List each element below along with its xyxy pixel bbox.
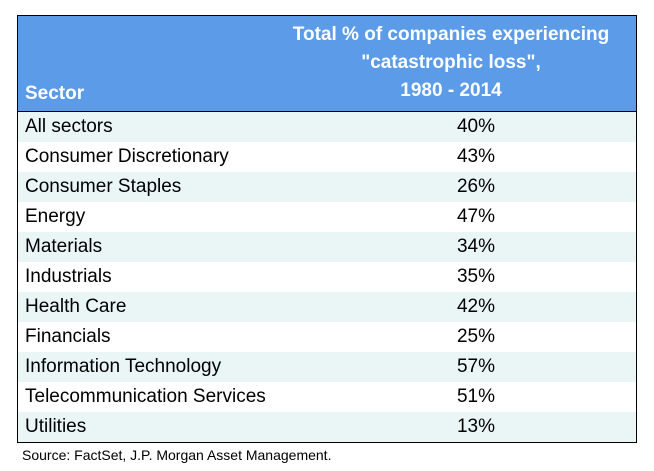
- value-cell: 51%: [456, 386, 496, 407]
- value-cell: 57%: [456, 356, 496, 377]
- value-cell: 34%: [456, 236, 496, 257]
- table-header: Sector Total % of companies experiencing…: [18, 16, 636, 112]
- table-row: Materials 34%: [18, 232, 636, 262]
- table-row: Energy 47%: [18, 202, 636, 232]
- value-cell: 35%: [456, 266, 496, 287]
- sector-cell: Utilities: [25, 416, 87, 437]
- value-cell: 26%: [456, 176, 496, 197]
- value-header-line3: 1980 - 2014: [400, 80, 502, 101]
- sector-cell: Health Care: [25, 296, 127, 317]
- value-column-header: Total % of companies experiencing "catas…: [266, 16, 636, 111]
- sector-cell: Telecommunication Services: [25, 386, 266, 407]
- table-row: Financials 25%: [18, 322, 636, 352]
- table-row: Industrials 35%: [18, 262, 636, 292]
- sector-cell: Consumer Discretionary: [25, 146, 229, 167]
- sector-cell: Industrials: [25, 266, 112, 287]
- value-cell: 13%: [456, 416, 496, 437]
- table-row: Information Technology 57%: [18, 352, 636, 382]
- value-cell: 42%: [456, 296, 496, 317]
- value-cell: 40%: [456, 116, 496, 137]
- sector-column-header: Sector: [18, 16, 266, 111]
- sector-cell: Consumer Staples: [25, 176, 182, 197]
- table-row: All sectors 40%: [18, 112, 636, 142]
- sector-header-label: Sector: [25, 83, 85, 104]
- table-row: Utilities 13%: [18, 412, 636, 442]
- value-cell: 47%: [456, 206, 496, 227]
- value-cell: 25%: [456, 326, 496, 347]
- value-header-line2: "catastrophic loss",: [361, 52, 541, 73]
- sector-cell: Energy: [25, 206, 86, 227]
- value-header-line1: Total % of companies experiencing: [292, 24, 610, 45]
- source-note: Source: FactSet, J.P. Morgan Asset Manag…: [22, 447, 332, 463]
- sector-cell: Financials: [25, 326, 111, 347]
- table-row: Health Care 42%: [18, 292, 636, 322]
- sector-cell: Materials: [25, 236, 103, 257]
- sector-cell: Information Technology: [25, 356, 222, 377]
- table-row: Telecommunication Services 51%: [18, 382, 636, 412]
- sector-loss-table: Sector Total % of companies experiencing…: [17, 15, 637, 443]
- sector-cell: All sectors: [25, 116, 113, 137]
- table-body: All sectors 40% Consumer Discretionary 43% C…: [18, 112, 636, 442]
- value-cell: 43%: [456, 146, 496, 167]
- table-row: Consumer Staples 26%: [18, 172, 636, 202]
- table-row: Consumer Discretionary 43%: [18, 142, 636, 172]
